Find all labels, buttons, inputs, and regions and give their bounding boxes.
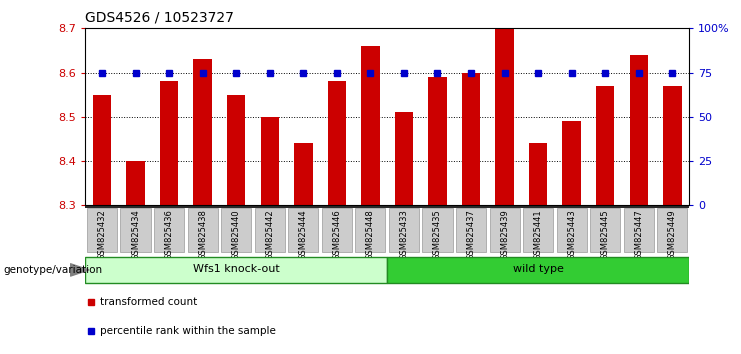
Text: transformed count: transformed count [100, 297, 198, 307]
Text: GSM825446: GSM825446 [333, 209, 342, 260]
FancyBboxPatch shape [121, 208, 150, 252]
Text: GSM825435: GSM825435 [433, 209, 442, 260]
Bar [529, 143, 548, 205]
Text: GDS4526 / 10523727: GDS4526 / 10523727 [85, 11, 234, 25]
FancyBboxPatch shape [422, 208, 453, 252]
FancyBboxPatch shape [657, 208, 688, 252]
Text: GSM825444: GSM825444 [299, 209, 308, 260]
Bar [462, 73, 480, 205]
FancyBboxPatch shape [590, 208, 620, 252]
FancyBboxPatch shape [187, 208, 218, 252]
Text: GSM825437: GSM825437 [467, 209, 476, 260]
Bar [328, 81, 346, 205]
Text: genotype/variation: genotype/variation [4, 265, 103, 275]
FancyBboxPatch shape [624, 208, 654, 252]
Bar [227, 95, 245, 205]
FancyBboxPatch shape [255, 208, 285, 252]
Text: GSM825438: GSM825438 [198, 209, 207, 260]
FancyBboxPatch shape [85, 257, 387, 284]
FancyBboxPatch shape [456, 208, 486, 252]
Bar [395, 112, 413, 205]
Text: percentile rank within the sample: percentile rank within the sample [100, 326, 276, 336]
Text: GSM825449: GSM825449 [668, 209, 677, 260]
Bar [294, 143, 313, 205]
FancyBboxPatch shape [556, 208, 587, 252]
Bar [496, 28, 514, 205]
Bar [428, 77, 447, 205]
Text: GSM825445: GSM825445 [601, 209, 610, 260]
Text: GSM825436: GSM825436 [165, 209, 173, 260]
FancyBboxPatch shape [322, 208, 352, 252]
Bar [93, 95, 111, 205]
FancyBboxPatch shape [355, 208, 385, 252]
FancyBboxPatch shape [154, 208, 185, 252]
FancyBboxPatch shape [389, 208, 419, 252]
Bar [361, 46, 379, 205]
Bar [126, 161, 144, 205]
Text: GSM825448: GSM825448 [366, 209, 375, 260]
Text: GSM825442: GSM825442 [265, 209, 274, 260]
Polygon shape [70, 264, 89, 276]
Bar [562, 121, 581, 205]
FancyBboxPatch shape [221, 208, 251, 252]
Bar [630, 55, 648, 205]
Bar [596, 86, 614, 205]
FancyBboxPatch shape [490, 208, 519, 252]
Text: GSM825433: GSM825433 [399, 209, 408, 260]
Bar [663, 86, 682, 205]
Text: GSM825440: GSM825440 [232, 209, 241, 260]
Text: GSM825441: GSM825441 [534, 209, 542, 260]
FancyBboxPatch shape [87, 208, 117, 252]
Bar [261, 117, 279, 205]
Bar [193, 59, 212, 205]
Bar [160, 81, 179, 205]
Text: Wfs1 knock-out: Wfs1 knock-out [193, 264, 279, 274]
Text: GSM825447: GSM825447 [634, 209, 643, 260]
Text: GSM825432: GSM825432 [98, 209, 107, 260]
FancyBboxPatch shape [523, 208, 554, 252]
Text: wild type: wild type [513, 264, 564, 274]
Text: GSM825443: GSM825443 [567, 209, 576, 260]
Text: GSM825439: GSM825439 [500, 209, 509, 260]
FancyBboxPatch shape [288, 208, 319, 252]
FancyBboxPatch shape [387, 257, 689, 284]
Text: GSM825434: GSM825434 [131, 209, 140, 260]
